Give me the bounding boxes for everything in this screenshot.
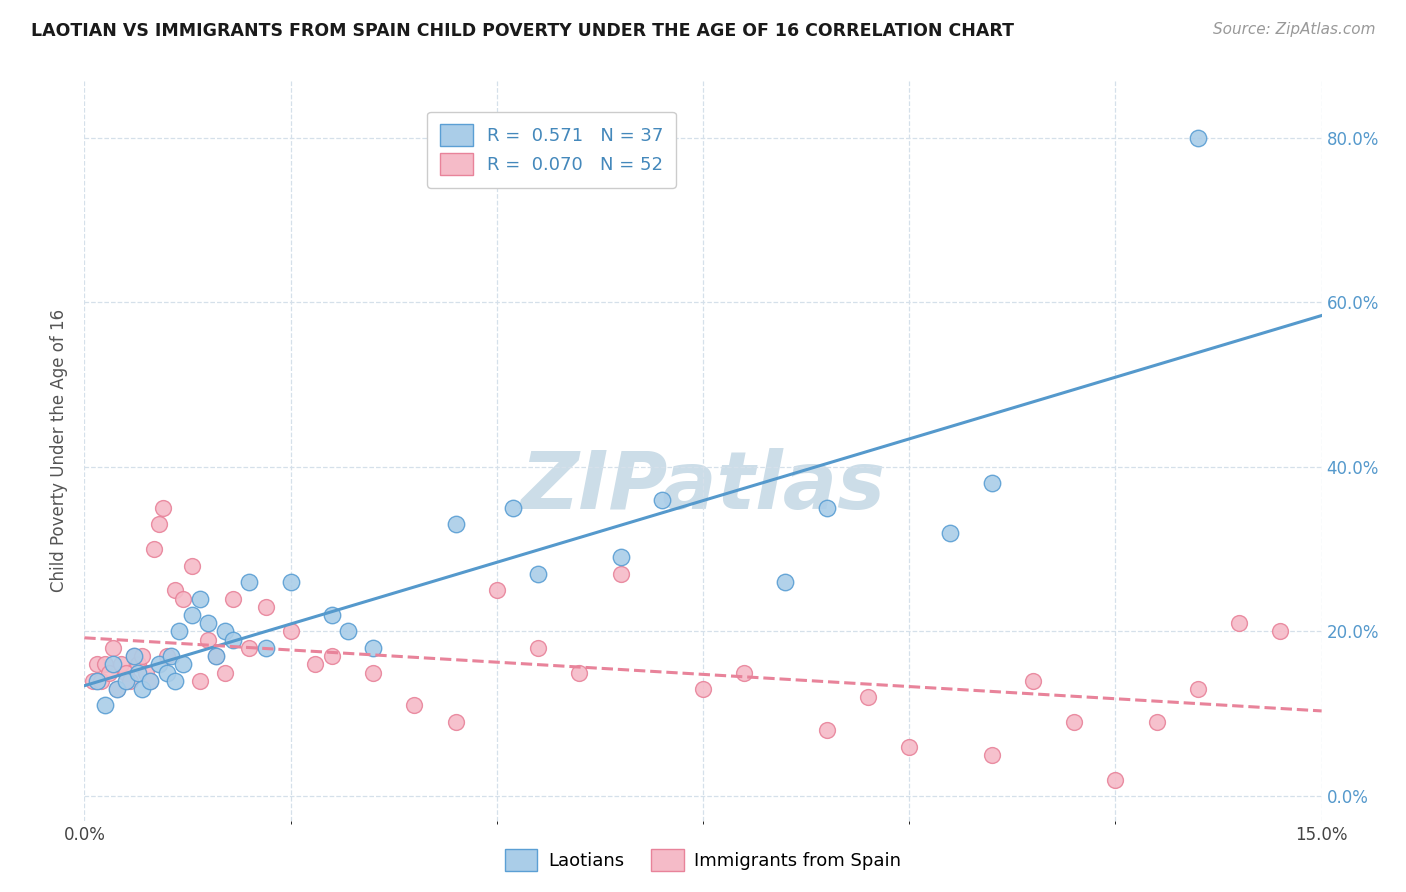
Point	[980, 476, 1002, 491]
Point	[609, 550, 631, 565]
Point	[815, 723, 838, 738]
Point	[127, 657, 149, 672]
Legend: R =  0.571   N = 37, R =  0.070   N = 52: R = 0.571 N = 37, R = 0.070 N = 52	[427, 112, 676, 188]
Point	[280, 624, 302, 639]
Point	[103, 640, 125, 655]
Point	[775, 575, 797, 590]
Point	[485, 583, 508, 598]
Point	[692, 681, 714, 696]
Point	[103, 657, 125, 672]
Text: ZIPatlas: ZIPatlas	[520, 449, 886, 526]
Point	[527, 640, 550, 655]
Point	[214, 624, 236, 639]
Point	[135, 665, 157, 680]
Point	[1187, 131, 1209, 145]
Point	[321, 607, 343, 622]
Text: LAOTIAN VS IMMIGRANTS FROM SPAIN CHILD POVERTY UNDER THE AGE OF 16 CORRELATION C: LAOTIAN VS IMMIGRANTS FROM SPAIN CHILD P…	[31, 22, 1014, 40]
Point	[188, 673, 211, 688]
Point	[222, 591, 245, 606]
Point	[114, 665, 136, 680]
Point	[444, 517, 467, 532]
Text: Source: ZipAtlas.com: Source: ZipAtlas.com	[1212, 22, 1375, 37]
Point	[131, 649, 153, 664]
Point	[254, 640, 277, 655]
Point	[568, 665, 591, 680]
Point	[122, 649, 145, 664]
Point	[105, 681, 128, 696]
Point	[1063, 714, 1085, 729]
Point	[172, 591, 194, 606]
Point	[280, 575, 302, 590]
Point	[180, 558, 202, 573]
Point	[1022, 673, 1045, 688]
Point	[609, 566, 631, 581]
Point	[180, 607, 202, 622]
Point	[122, 649, 145, 664]
Y-axis label: Child Poverty Under the Age of 16: Child Poverty Under the Age of 16	[49, 309, 67, 592]
Point	[167, 624, 190, 639]
Point	[337, 624, 360, 639]
Point	[238, 575, 260, 590]
Point	[1146, 714, 1168, 729]
Point	[361, 665, 384, 680]
Point	[105, 681, 128, 696]
Point	[188, 591, 211, 606]
Point	[361, 640, 384, 655]
Point	[404, 698, 426, 713]
Point	[304, 657, 326, 672]
Point	[156, 649, 179, 664]
Point	[94, 657, 117, 672]
Point	[254, 599, 277, 614]
Legend: Laotians, Immigrants from Spain: Laotians, Immigrants from Spain	[498, 842, 908, 879]
Point	[321, 649, 343, 664]
Point	[856, 690, 879, 705]
Point	[222, 632, 245, 647]
Point	[815, 501, 838, 516]
Point	[1104, 772, 1126, 787]
Point	[1270, 624, 1292, 639]
Point	[1187, 681, 1209, 696]
Point	[165, 583, 187, 598]
Point	[131, 681, 153, 696]
Point	[152, 501, 174, 516]
Point	[82, 673, 104, 688]
Point	[214, 665, 236, 680]
Point	[651, 492, 673, 507]
Point	[148, 517, 170, 532]
Point	[733, 665, 755, 680]
Point	[238, 640, 260, 655]
Point	[898, 739, 921, 754]
Point	[148, 657, 170, 672]
Point	[172, 657, 194, 672]
Point	[110, 657, 132, 672]
Point	[156, 665, 179, 680]
Point	[980, 747, 1002, 762]
Point	[205, 649, 228, 664]
Point	[114, 673, 136, 688]
Point	[143, 542, 166, 557]
Point	[118, 673, 141, 688]
Point	[160, 649, 183, 664]
Point	[90, 673, 112, 688]
Point	[86, 657, 108, 672]
Point	[1227, 616, 1250, 631]
Point	[165, 673, 187, 688]
Point	[94, 698, 117, 713]
Point	[139, 673, 162, 688]
Point	[444, 714, 467, 729]
Point	[139, 673, 162, 688]
Point	[939, 525, 962, 540]
Point	[127, 665, 149, 680]
Point	[98, 665, 121, 680]
Point	[86, 673, 108, 688]
Point	[527, 566, 550, 581]
Point	[205, 649, 228, 664]
Point	[502, 501, 524, 516]
Point	[197, 616, 219, 631]
Point	[197, 632, 219, 647]
